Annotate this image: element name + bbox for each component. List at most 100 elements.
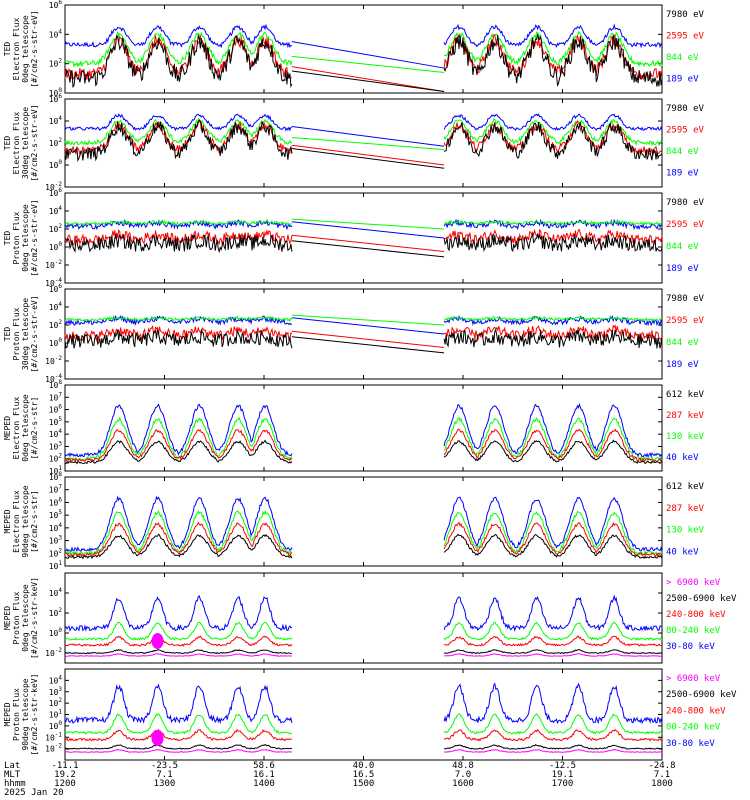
series-blue-trace: [64, 683, 293, 725]
legend-red: 2595 eV: [666, 316, 705, 326]
y-tick-label: 106: [49, 496, 63, 507]
y-tick-label: 105: [49, 416, 63, 427]
y-tick-label: 102: [49, 607, 63, 618]
legend-magenta: > 6900 keV: [666, 578, 721, 588]
panel-7: 10-2 100 102 104 MEPED Proton Flux 0deg telesc…: [3, 572, 737, 664]
y-tick-label: 106: [49, 283, 63, 294]
series-green-trace: [443, 510, 663, 557]
y-axis-label: MEPED: [3, 606, 12, 630]
series-red-trace: [443, 324, 663, 342]
panel-frame: [64, 572, 663, 664]
x-tick-label: 7.1: [654, 770, 670, 780]
y-tick-label: 100: [49, 627, 63, 638]
x-tick-label: 1500: [353, 779, 375, 789]
series-blue-trace: [443, 594, 663, 632]
y-tick-label: 104: [49, 301, 63, 312]
x-tick-label: 1400: [253, 779, 275, 789]
series-black-trace: [443, 121, 663, 161]
series-black-trace: [64, 233, 293, 254]
panel-3: 10-4 10-2 100 102 104 106 TED Proton Flux 0deg t…: [3, 187, 705, 288]
y-tick-label: 107: [49, 391, 63, 402]
y-axis-label: TED: [3, 42, 12, 57]
legend-green: 130 keV: [666, 526, 705, 536]
series-green-trace: [443, 118, 663, 147]
y-axis-label: Electron Flux: [12, 397, 21, 460]
series-blue-trace: [64, 113, 293, 132]
x-tick-label: 19.1: [552, 770, 574, 780]
series-black-trace: [443, 649, 663, 655]
series-black-trace: [64, 329, 293, 349]
y-tick-label: 104: [49, 522, 63, 533]
y-axis-label: Proton Flux: [12, 591, 21, 644]
legend-blue: 189 eV: [666, 169, 699, 179]
y-tick-label: 100: [49, 337, 63, 348]
legend-black: 612 keV: [666, 482, 705, 492]
legend-magenta: > 6900 keV: [666, 674, 721, 684]
legend-green: 80-240 keV: [666, 723, 721, 733]
x-tick-label: -11.1: [51, 761, 78, 771]
series-blue-trace: [64, 403, 293, 458]
series-black-trace: [443, 232, 663, 253]
y-tick-label: 10-4: [45, 373, 62, 384]
y-axis-label: [#/cm2-s-str]: [30, 490, 39, 553]
x-tick-label: 40.0: [353, 761, 375, 771]
y-tick-label: 107: [49, 484, 63, 495]
y-axis-label: Electron Flux: [12, 490, 21, 553]
legend-red: 240-800 keV: [666, 610, 726, 620]
series-green-trace: [443, 315, 663, 322]
series-green-trace: [64, 416, 293, 462]
x-tick-label: 48.8: [452, 761, 474, 771]
legend-green: 80-240 keV: [666, 626, 721, 636]
legend-blue: 189 eV: [666, 360, 699, 370]
series-green-trace: [443, 30, 663, 68]
x-tick-label: -24.8: [648, 761, 675, 771]
series-red-trace: [443, 635, 663, 647]
axis-row-label-lat: Lat: [4, 761, 20, 771]
x-tick-label: 16.5: [353, 770, 375, 780]
series-magenta-blob: [151, 730, 164, 746]
legend-green: 844 eV: [666, 242, 699, 252]
series-black-trace: [64, 33, 293, 89]
series-green-trace: [64, 315, 293, 322]
legend-black: 7980 eV: [666, 198, 705, 208]
legend-red: 2595 eV: [666, 126, 705, 136]
legend-blue: 30-80 keV: [666, 642, 715, 652]
y-axis-label: 0deg telescope: [21, 394, 30, 462]
legend-blue: 189 eV: [666, 75, 699, 85]
legend-red: 287 keV: [666, 504, 705, 514]
series-blue-trace: [64, 23, 293, 49]
x-tick-label: 1200: [54, 779, 76, 789]
legend-red: 2595 eV: [666, 32, 705, 42]
y-tick-label: 103: [49, 440, 63, 451]
legend-black: 7980 eV: [666, 294, 705, 304]
legend-green: 844 eV: [666, 53, 699, 63]
series-blue-gap-line: [291, 221, 445, 239]
legend-black: 7980 eV: [666, 104, 705, 114]
y-tick-label: 100: [49, 87, 63, 98]
series-green-trace: [64, 712, 293, 735]
series-blue-trace: [443, 218, 663, 231]
y-tick-label: 102: [49, 697, 63, 708]
y-axis-label: Proton Flux: [12, 688, 21, 741]
y-tick-label: 106: [49, 93, 63, 104]
series-blue-trace: [443, 682, 663, 725]
y-axis-label: Proton Flux: [12, 307, 21, 360]
y-tick-label: 10-1: [45, 731, 62, 742]
series-magenta-trace: [64, 653, 293, 657]
series-blue-trace: [443, 113, 663, 132]
series-green-trace: [64, 509, 293, 557]
series-black-trace: [443, 533, 663, 560]
y-tick-label: 108: [49, 471, 63, 482]
x-tick-label: 19.2: [54, 770, 76, 780]
series-red-trace: [443, 33, 663, 82]
legend-blue: 189 eV: [666, 264, 699, 274]
y-axis-label: MEPED: [3, 416, 12, 440]
series-black-trace: [64, 439, 293, 465]
y-tick-label: 104: [49, 674, 63, 685]
series-green-trace: [64, 621, 293, 641]
series-black-trace: [443, 33, 663, 88]
y-tick-label: 102: [49, 223, 63, 234]
